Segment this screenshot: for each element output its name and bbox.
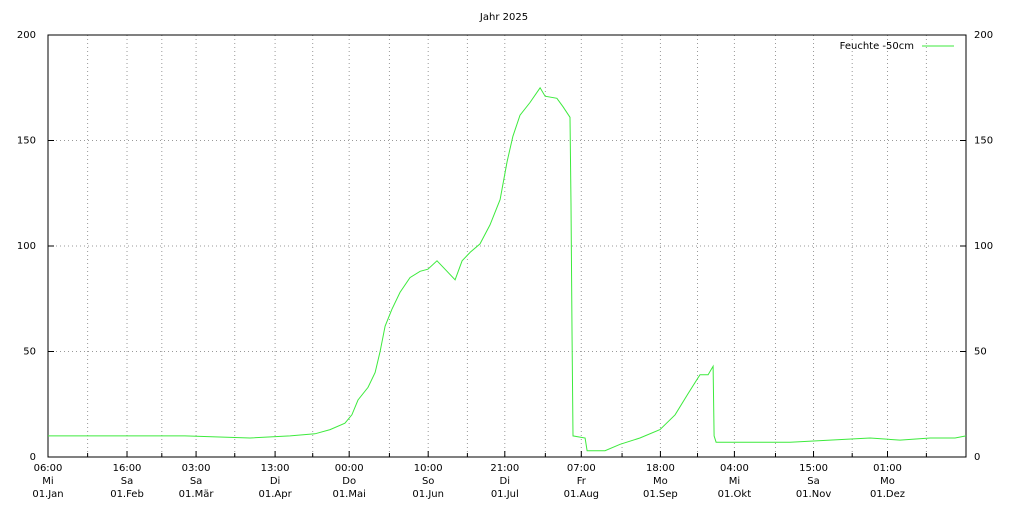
plot-frame: [47, 34, 967, 458]
x-tick-label: So: [422, 476, 434, 487]
x-tick-label: 01.Okt: [718, 489, 752, 500]
x-tick-label: 21:00: [490, 463, 519, 474]
x-tick-label: 01.Jan: [32, 489, 63, 500]
x-tick-label: 00:00: [335, 463, 364, 474]
x-tick-label: Do: [342, 476, 356, 487]
x-tick-label: 01:00: [873, 463, 902, 474]
x-tick-label: 04:00: [720, 463, 749, 474]
x-tick-label: 01.Mai: [332, 489, 365, 500]
y-tick-label: 50: [23, 347, 36, 358]
x-tick-label: 01.Nov: [796, 489, 832, 500]
y2-tick-label: 150: [974, 136, 993, 147]
y2-tick-label: 200: [974, 30, 993, 41]
y2-tick-label: 50: [974, 347, 987, 358]
chart-title: Jahr 2025: [479, 12, 528, 23]
y-tick-label: 0: [30, 452, 36, 463]
x-tick-label: 03:00: [182, 463, 211, 474]
x-tick-label: 10:00: [414, 463, 443, 474]
x-tick-label: 07:00: [567, 463, 596, 474]
x-tick-label: 01.Sep: [643, 489, 678, 500]
x-tick-label: Mi: [42, 476, 53, 487]
x-tick-label: Fr: [577, 476, 587, 487]
x-tick-label: Sa: [121, 476, 133, 487]
x-tick-label: 16:00: [113, 463, 142, 474]
x-tick-label: 01.Jul: [491, 489, 519, 500]
x-tick-label: 01.Mär: [179, 489, 215, 500]
x-tick-label: Mo: [880, 476, 895, 487]
x-tick-label: Mo: [653, 476, 668, 487]
legend-label: Feuchte -50cm: [840, 41, 914, 52]
x-tick-label: 06:00: [34, 463, 63, 474]
y2-tick-label: 0: [974, 452, 980, 463]
x-tick-label: 15:00: [799, 463, 828, 474]
y-tick-label: 100: [17, 241, 36, 252]
x-tick-label: 01.Feb: [110, 489, 144, 500]
x-tick-label: 01.Dez: [870, 489, 905, 500]
y-tick-label: 200: [17, 30, 36, 41]
x-tick-label: 18:00: [646, 463, 675, 474]
x-tick-label: 01.Aug: [564, 489, 599, 500]
x-tick-label: Sa: [190, 476, 202, 487]
x-tick-label: Sa: [807, 476, 819, 487]
x-tick-label: 13:00: [261, 463, 290, 474]
x-tick-label: 01.Apr: [258, 489, 292, 500]
x-tick-label: Di: [270, 476, 280, 487]
y-tick-label: 150: [17, 136, 36, 147]
data-line: [48, 86, 967, 452]
x-tick-label: 01.Jun: [412, 489, 444, 500]
y2-tick-label: 100: [974, 241, 993, 252]
x-tick-label: Mi: [729, 476, 740, 487]
x-tick-label: Di: [500, 476, 510, 487]
